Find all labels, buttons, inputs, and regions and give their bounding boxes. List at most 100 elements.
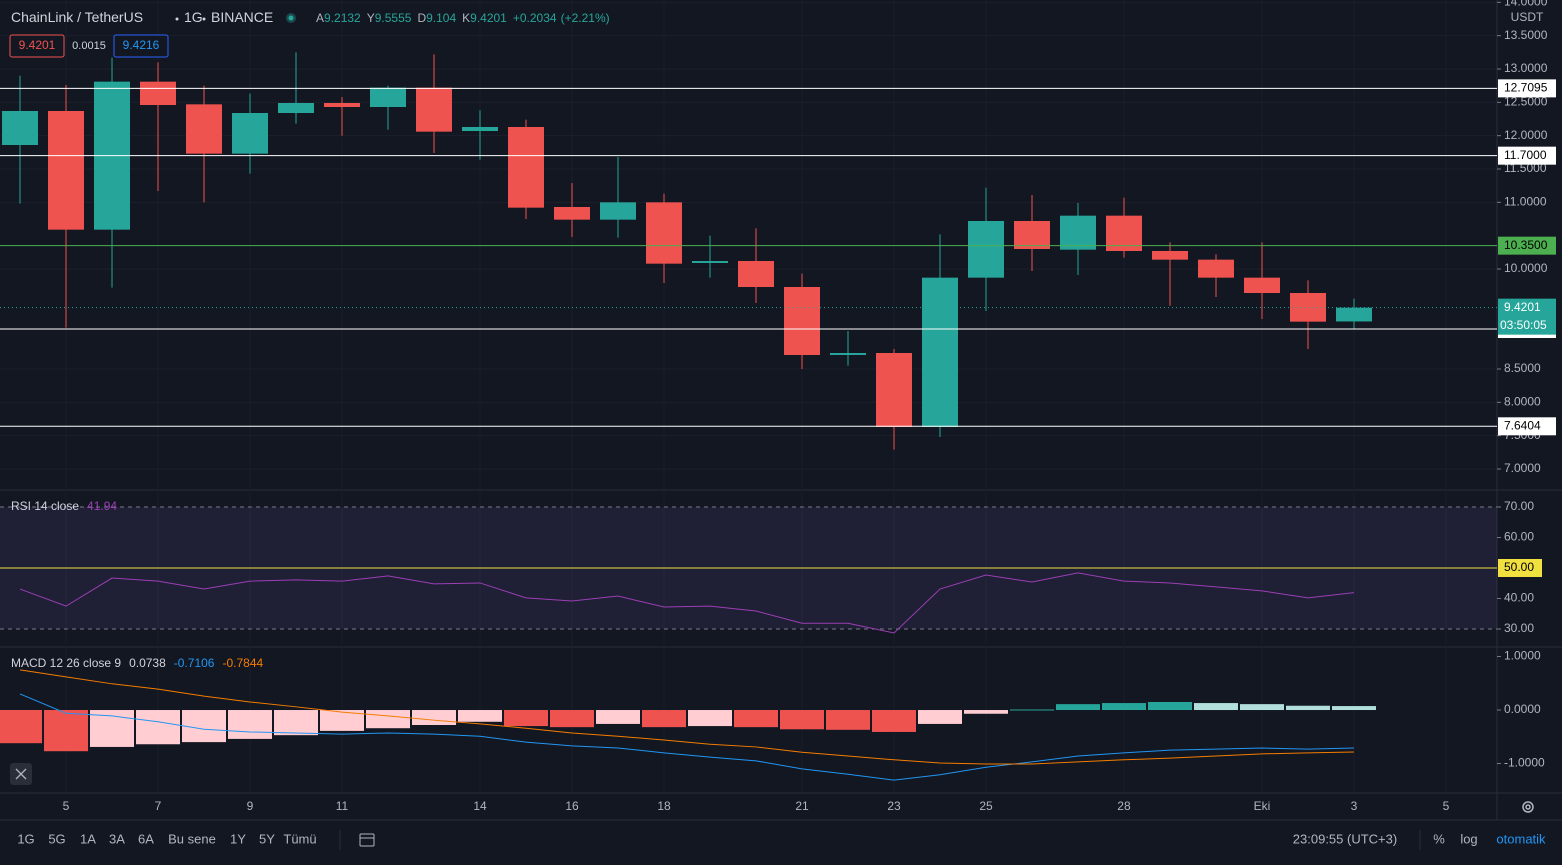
histogram-bar xyxy=(825,710,870,730)
x-tick-label: Eki xyxy=(1254,799,1271,813)
symbol-title: ChainLink / TetherUS xyxy=(11,9,143,25)
histogram-bar xyxy=(733,710,778,728)
y-tick-label: 70.00 xyxy=(1504,499,1534,513)
candle-body xyxy=(829,353,866,355)
y-tick-label: 40.00 xyxy=(1504,591,1534,605)
close-indicator-button[interactable] xyxy=(10,763,32,785)
toolbar-bg xyxy=(0,820,1562,865)
histogram-value: 0.0738 xyxy=(129,656,166,670)
macd-line xyxy=(19,693,1355,781)
range-button[interactable]: Bu sene xyxy=(168,831,216,846)
midline-label-bg xyxy=(1498,558,1542,577)
macd-title: MACD 12 26 close 9 xyxy=(11,656,121,670)
range-button[interactable]: 5G xyxy=(48,831,65,846)
change: +0.2034 xyxy=(513,11,557,25)
currency-label: USDT xyxy=(1511,10,1544,24)
y-tick-label: 11.5000 xyxy=(1504,161,1547,175)
y-tick-label: 13.5000 xyxy=(1504,28,1548,42)
ohlc-value: 9.4201 xyxy=(470,11,507,25)
x-tick-label: 5 xyxy=(1443,799,1450,813)
histogram-bar xyxy=(687,710,732,727)
range-button[interactable]: 1G xyxy=(17,831,34,846)
change-pct: (+2.21%) xyxy=(561,11,610,25)
settings-icon[interactable] xyxy=(1522,801,1534,813)
histogram-bar xyxy=(641,710,686,728)
percent-toggle[interactable]: % xyxy=(1433,831,1445,846)
histogram-bar xyxy=(412,710,457,726)
ohlc-prefix: A xyxy=(316,11,324,25)
rsi-line xyxy=(19,572,1355,634)
histogram-bar xyxy=(504,710,549,727)
ohlc-prefix: Y xyxy=(367,11,375,25)
y-tick-label: 0.0000 xyxy=(1504,702,1541,716)
candle-body xyxy=(1243,277,1280,293)
range-button[interactable]: 5Y xyxy=(259,831,275,846)
currency-badge xyxy=(1508,10,1546,26)
range-button[interactable]: 6A xyxy=(138,831,154,846)
histogram-bar xyxy=(963,710,1008,714)
candle-body xyxy=(967,221,1004,278)
range-button[interactable]: 1Y xyxy=(230,831,246,846)
x-tick-label: 23 xyxy=(887,799,901,813)
histogram-bar xyxy=(0,710,43,744)
candle-body xyxy=(140,81,177,105)
countdown-label: 03:50:05 xyxy=(1500,318,1547,332)
buy-box[interactable] xyxy=(113,34,169,58)
log-toggle[interactable]: log xyxy=(1460,831,1477,846)
buy-price: 9.4216 xyxy=(123,38,160,52)
y-tick-label: 10.0000 xyxy=(1504,261,1548,275)
exchange: BINANCE xyxy=(211,9,273,25)
ohlc-prefix: K xyxy=(462,11,470,25)
calendar-icon[interactable] xyxy=(359,833,375,847)
histogram-bar xyxy=(596,710,641,724)
sell-box[interactable] xyxy=(9,34,65,58)
histogram-bar xyxy=(1239,704,1284,711)
histogram-bar xyxy=(182,710,227,743)
x-tick-label: 14 xyxy=(473,799,487,813)
x-tick-label: 5 xyxy=(63,799,70,813)
macd-value: -0.7106 xyxy=(174,656,215,670)
level-label-bg xyxy=(1498,417,1556,436)
symbol-header: ChainLink / TetherUS 1G BINANCE xyxy=(11,9,273,25)
x-tick-label: 18 xyxy=(657,799,671,813)
candle-body xyxy=(554,207,591,220)
ohlc-values: A9.2132 Y9.5555 D9.104 K9.4201 +0.2034 (+2.21… xyxy=(316,11,610,25)
ohlc-prefix: D xyxy=(417,11,426,25)
candle-body xyxy=(1151,251,1188,260)
rsi-value: 41.94 xyxy=(87,499,117,513)
y-tick-label: 60.00 xyxy=(1504,530,1534,544)
candle-body xyxy=(462,127,499,131)
market-status-dot xyxy=(288,15,294,21)
histogram-bar xyxy=(550,710,595,728)
x-tick-label: 25 xyxy=(979,799,993,813)
candle-body xyxy=(875,353,912,427)
current-price-bg xyxy=(1498,298,1556,335)
midline-label: 50.00 xyxy=(1504,560,1534,574)
candle-body xyxy=(1197,259,1234,278)
header-separator xyxy=(202,17,206,21)
x-tick-label: 9 xyxy=(247,799,254,813)
histogram-bar xyxy=(1101,703,1146,711)
y-tick-label: 12.0000 xyxy=(1504,128,1548,142)
clock: 23:09:55 (UTC+3) xyxy=(1293,831,1397,846)
range-button[interactable]: 1A xyxy=(80,831,96,846)
histogram-bar xyxy=(1147,701,1192,711)
histogram-bar xyxy=(779,710,824,730)
spread: 0.0015 xyxy=(72,40,106,52)
level-label: 12.7095 xyxy=(1504,81,1548,95)
range-button[interactable]: Tümü xyxy=(283,831,316,846)
auto-toggle[interactable]: otomatik xyxy=(1496,831,1546,846)
candle-body xyxy=(370,87,407,107)
y-tick-label: 7.0000 xyxy=(1504,461,1541,475)
y-tick-label: 1.0000 xyxy=(1504,649,1541,663)
x-tick-label: 16 xyxy=(565,799,579,813)
range-button[interactable]: 3A xyxy=(109,831,125,846)
histogram-bar xyxy=(871,710,916,732)
ohlc-value: 9.104 xyxy=(426,11,456,25)
x-tick-label: 3 xyxy=(1351,799,1358,813)
y-tick-label: 12.5000 xyxy=(1504,95,1548,109)
histogram-bar xyxy=(274,710,319,736)
y-tick-label: 30.00 xyxy=(1504,621,1534,635)
histogram-bar xyxy=(228,710,273,739)
